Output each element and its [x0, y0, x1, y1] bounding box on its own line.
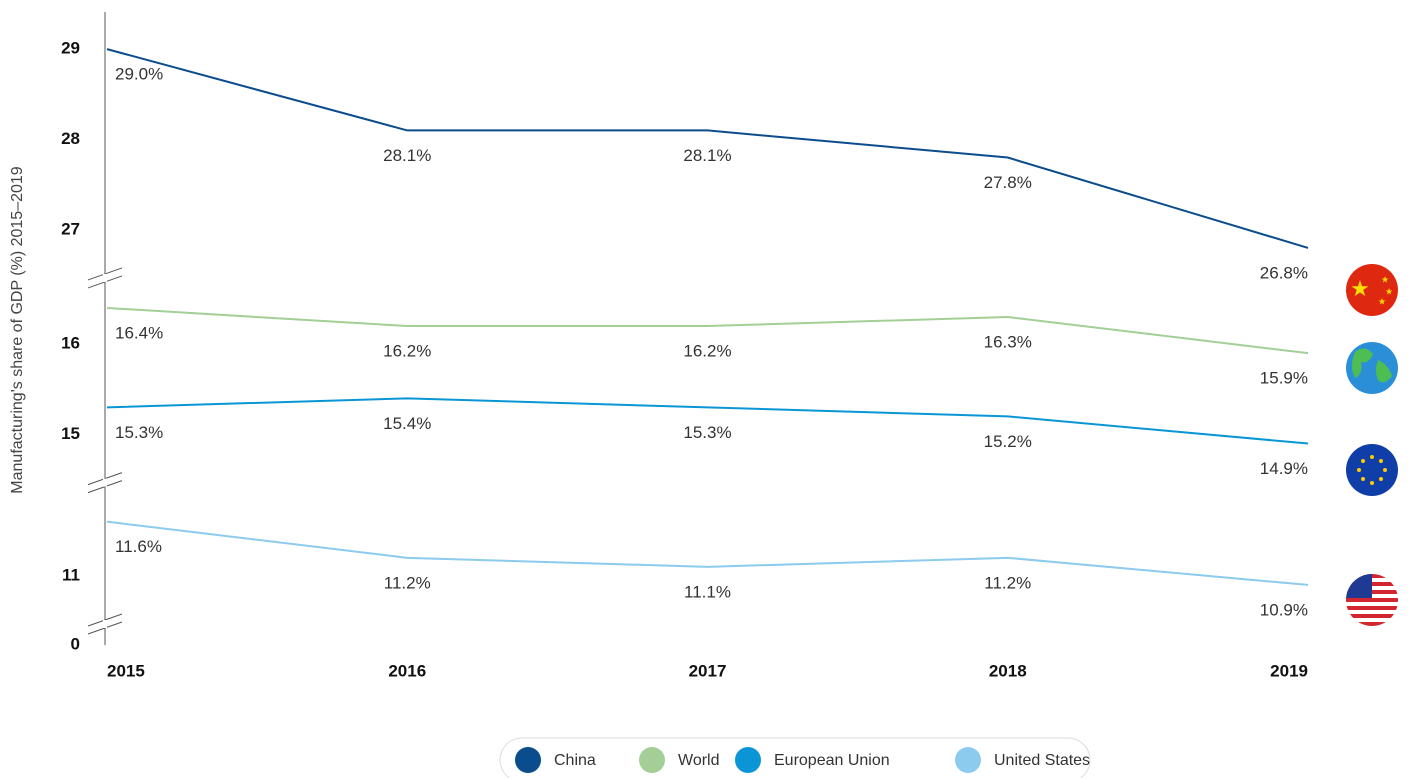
value-label: 16.3% [984, 333, 1032, 352]
x-tick-label: 2017 [689, 661, 727, 680]
y-tick-label: 11 [62, 565, 80, 584]
value-label: 14.9% [1260, 459, 1308, 478]
value-label: 11.2% [984, 573, 1031, 592]
legend-swatch [515, 747, 541, 773]
axis-break-gap [103, 273, 107, 282]
axis-break-gap [103, 620, 107, 628]
value-label: 28.1% [683, 146, 731, 165]
value-label: 28.1% [383, 146, 431, 165]
value-label: 26.8% [1260, 263, 1308, 282]
value-label: 15.2% [984, 432, 1032, 451]
legend-swatch [639, 747, 665, 773]
y-tick-label: 29 [61, 39, 80, 58]
y-tick-label: 15 [61, 424, 80, 443]
y-tick-label: 27 [61, 219, 80, 238]
x-tick-label: 2015 [107, 661, 145, 680]
value-label: 16.2% [683, 342, 731, 361]
value-label: 10.9% [1260, 600, 1308, 619]
value-label: 16.4% [115, 323, 163, 342]
value-label: 11.2% [384, 573, 431, 592]
y-tick-label: 0 [71, 634, 80, 653]
series-line [106, 306, 1309, 355]
value-label: 27.8% [984, 173, 1032, 192]
legend-swatch [955, 747, 981, 773]
y-tick-label: 16 [61, 334, 80, 353]
value-label: 15.3% [115, 423, 163, 442]
svg-text:★: ★ [1381, 274, 1389, 284]
flag-us [1346, 574, 1398, 626]
flag-eu [1346, 444, 1398, 496]
x-tick-label: 2018 [989, 661, 1027, 680]
value-label: 15.3% [683, 423, 731, 442]
svg-text:★: ★ [1378, 296, 1386, 306]
value-label: 16.2% [383, 342, 431, 361]
series-line [106, 48, 1309, 249]
y-axis-label: Manufacturing's share of GDP (%) 2015–20… [9, 166, 26, 493]
series-line [106, 520, 1309, 586]
legend-label: European Union [774, 752, 890, 769]
x-tick-label: 2019 [1270, 661, 1308, 680]
legend-label: China [554, 752, 596, 769]
svg-text:★: ★ [1350, 276, 1370, 301]
flag-world [1346, 342, 1398, 394]
value-label: 11.1% [684, 582, 731, 601]
value-label: 29.0% [115, 65, 163, 84]
value-label: 11.6% [115, 537, 162, 556]
legend-swatch [735, 747, 761, 773]
legend-label: United States [994, 752, 1090, 769]
value-label: 15.9% [1260, 369, 1308, 388]
x-tick-label: 2016 [388, 661, 426, 680]
svg-text:★: ★ [1385, 286, 1393, 296]
series-line [106, 397, 1309, 445]
axis-break-gap [103, 478, 107, 487]
y-tick-label: 28 [61, 129, 80, 148]
flag-china: ★ ★★★ [1346, 264, 1398, 316]
legend-label: World [678, 752, 720, 769]
value-label: 15.4% [383, 414, 431, 433]
